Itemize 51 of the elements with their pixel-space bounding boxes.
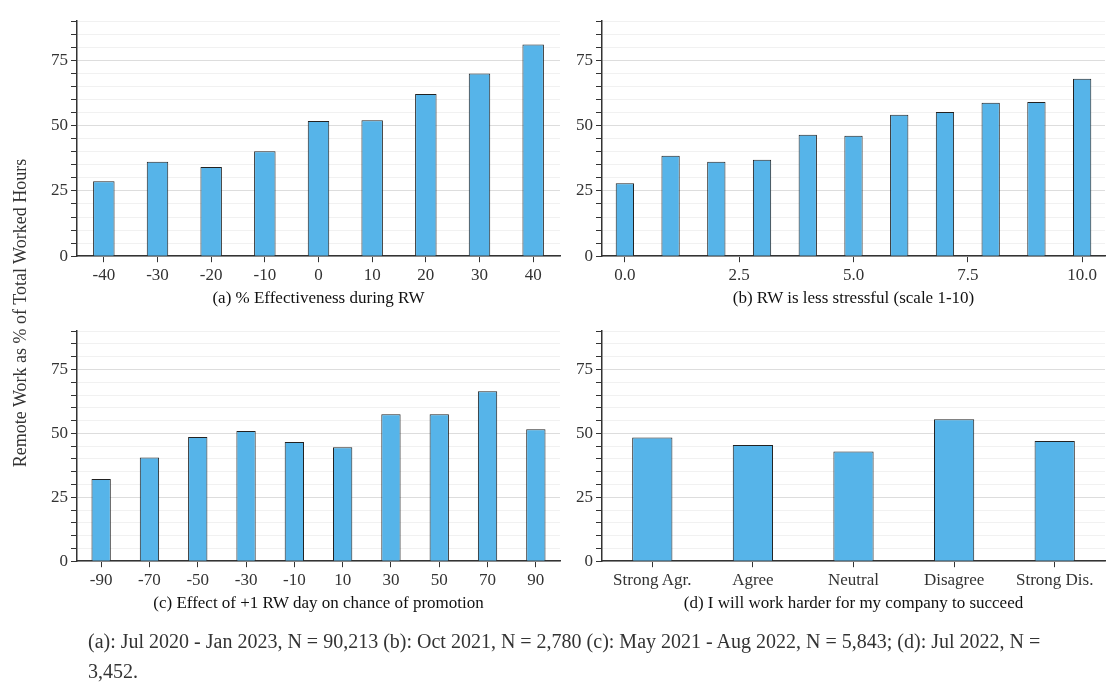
y-tick-label: 50 bbox=[576, 115, 593, 135]
text: (a): Jul 2020 - Jan 2023, N = 90,213 (b): Oct 2021, N = 2,780 (c): May 2021 - Aug 2022, N = 5,843; (d): Jul 2022, N = 3,452. bbox=[88, 629, 1042, 684]
x-tick-label: Strong Dis. bbox=[1015, 569, 1094, 589]
y-axis-title: Remote Work as % of Total Worked Hours bbox=[9, 158, 31, 468]
x-tick-label: 10 bbox=[334, 569, 352, 589]
y-tick-label: 25 bbox=[576, 486, 593, 506]
x-tick-label: 50 bbox=[430, 569, 448, 589]
y-tick-label: 50 bbox=[51, 115, 68, 135]
x-axis-title: (c) Effect of +1 RW day on chance of promotion bbox=[153, 593, 485, 613]
x-tick-label: 90 bbox=[527, 569, 545, 589]
x-tick-label: 0.0 bbox=[614, 264, 636, 284]
x-tick-label: 10 bbox=[363, 264, 381, 284]
y-tick-label: 75 bbox=[51, 359, 68, 378]
y-tick-label: 0 bbox=[584, 550, 593, 570]
x-tick-label: -70 bbox=[138, 569, 161, 589]
y-tick-label: 75 bbox=[576, 49, 593, 69]
x-tick-label: 30 bbox=[382, 569, 400, 589]
x-tick-label: 0 bbox=[314, 264, 323, 284]
y-tick-label: 0 bbox=[59, 245, 68, 265]
y-tick-label: 50 bbox=[576, 422, 593, 442]
x-tick-label: 70 bbox=[479, 569, 497, 589]
x-tick-label: 10.0 bbox=[1067, 264, 1098, 284]
x-tick-label: -30 bbox=[146, 264, 169, 284]
x-tick-label: Strong Agr. bbox=[613, 569, 692, 589]
x-tick-label: -20 bbox=[199, 264, 223, 284]
x-tick-label: -10 bbox=[283, 569, 306, 589]
y-tick-label: 50 bbox=[51, 422, 68, 442]
x-tick-label: 40 bbox=[524, 264, 542, 284]
x-tick-label: Neutral bbox=[828, 569, 880, 589]
y-tick-label: 25 bbox=[51, 180, 68, 200]
x-tick-label: -90 bbox=[89, 569, 113, 589]
x-tick-label: -50 bbox=[186, 569, 210, 589]
x-axis-title: (a) % Effectiveness during RW bbox=[212, 288, 426, 308]
x-tick-label: 5.0 bbox=[842, 264, 865, 284]
y-tick-label: 25 bbox=[51, 486, 68, 506]
x-tick-label: -40 bbox=[92, 264, 116, 284]
x-axis-title: (b) RW is less stressful (scale 1-10) bbox=[732, 288, 975, 308]
y-tick-label: 0 bbox=[59, 550, 68, 570]
x-tick-label: Disagree bbox=[923, 569, 985, 589]
x-tick-label: -30 bbox=[234, 569, 258, 589]
x-tick-label: 7.5 bbox=[957, 264, 979, 284]
x-tick-label: 20 bbox=[417, 264, 435, 284]
y-tick-label: 0 bbox=[584, 245, 593, 265]
x-axis-title: (d) I will work harder for my company to succeed bbox=[683, 593, 1024, 613]
x-tick-label: 2.5 bbox=[728, 264, 750, 284]
y-tick-label: 75 bbox=[576, 359, 593, 378]
x-tick-label: -10 bbox=[253, 264, 277, 284]
y-tick-label: 75 bbox=[51, 49, 68, 69]
x-tick-label: 30 bbox=[471, 264, 488, 284]
y-tick-label: 25 bbox=[576, 180, 593, 200]
x-tick-label: Agree bbox=[732, 569, 774, 589]
